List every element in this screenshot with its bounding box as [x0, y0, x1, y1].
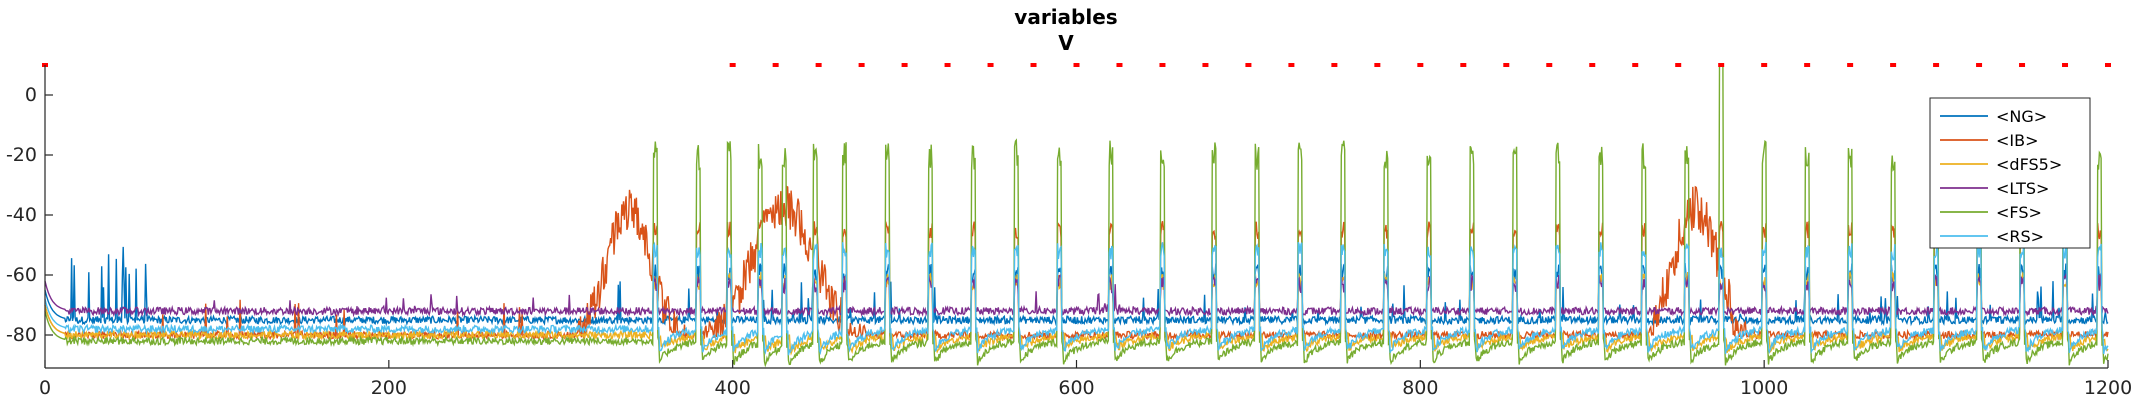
event-marker	[901, 63, 908, 67]
chart-title: variables V	[1014, 5, 1117, 55]
y-tick-label: -60	[6, 264, 37, 286]
legend-label: <dFS5>	[1996, 155, 2062, 174]
event-marker	[772, 63, 779, 67]
legend-label: <RS>	[1996, 227, 2044, 246]
x-tick-label: 400	[715, 377, 751, 399]
event-marker	[944, 63, 951, 67]
event-marker	[1374, 63, 1381, 67]
event-marker	[1503, 63, 1510, 67]
event-marker	[1933, 63, 1940, 67]
event-marker	[1847, 63, 1854, 67]
legend-label: <NG>	[1996, 107, 2047, 126]
event-marker	[815, 63, 822, 67]
trace-lts	[44, 272, 2109, 318]
legend-label: <LTS>	[1996, 179, 2049, 198]
legend-label: <IB>	[1996, 131, 2039, 150]
y-tick-label: -80	[6, 324, 37, 346]
event-marker	[2105, 63, 2111, 67]
event-marker	[1718, 63, 1725, 67]
legend-box	[1929, 97, 2091, 249]
event-marker	[1976, 63, 1983, 67]
chart-title-line-2: V	[1058, 31, 1074, 55]
event-marker	[1331, 63, 1338, 67]
event-marker	[1761, 63, 1768, 67]
event-marker	[2062, 63, 2069, 67]
plot-axes: 0 200 400 600 800 1000 1200 0 -20 -40 -60 -80	[6, 65, 2132, 399]
event-marker	[1804, 63, 1811, 67]
x-tick-label: 200	[371, 377, 407, 399]
event-marker	[987, 63, 994, 67]
chart-title-line-1: variables	[1014, 5, 1117, 29]
x-tick-label: 600	[1058, 377, 1094, 399]
voltage-traces	[44, 64, 2109, 368]
trace-fs	[44, 64, 2109, 368]
x-tick-label: 0	[39, 377, 51, 399]
event-marker	[1288, 63, 1295, 67]
event-marker	[1589, 63, 1596, 67]
event-marker	[1546, 63, 1553, 67]
trace-ng	[44, 246, 2109, 327]
event-markers	[42, 63, 2111, 67]
event-marker	[1890, 63, 1897, 67]
event-marker	[729, 63, 736, 67]
event-marker	[1675, 63, 1682, 67]
event-marker	[1417, 63, 1424, 67]
event-marker	[1245, 63, 1252, 67]
event-marker	[1460, 63, 1467, 67]
x-tick-label: 1000	[1740, 377, 1788, 399]
trace-ib	[44, 185, 2109, 342]
y-tick-label: 0	[25, 84, 37, 106]
event-marker	[2019, 63, 2026, 67]
legend-label: <FS>	[1996, 203, 2042, 222]
event-marker	[1116, 63, 1123, 67]
x-tick-label: 1200	[2084, 377, 2132, 399]
event-marker	[1030, 63, 1037, 67]
y-tick-label: -20	[6, 144, 37, 166]
event-marker	[1632, 63, 1639, 67]
event-marker	[1202, 63, 1209, 67]
x-tick-label: 800	[1402, 377, 1438, 399]
chart-legend: <NG> <IB> <dFS5> <LTS> <FS> <RS>	[1929, 97, 2091, 249]
trace-rs	[44, 241, 2109, 356]
y-tick-label: -40	[6, 204, 37, 226]
event-marker	[1073, 63, 1080, 67]
event-marker	[1159, 63, 1166, 67]
event-marker	[858, 63, 865, 67]
